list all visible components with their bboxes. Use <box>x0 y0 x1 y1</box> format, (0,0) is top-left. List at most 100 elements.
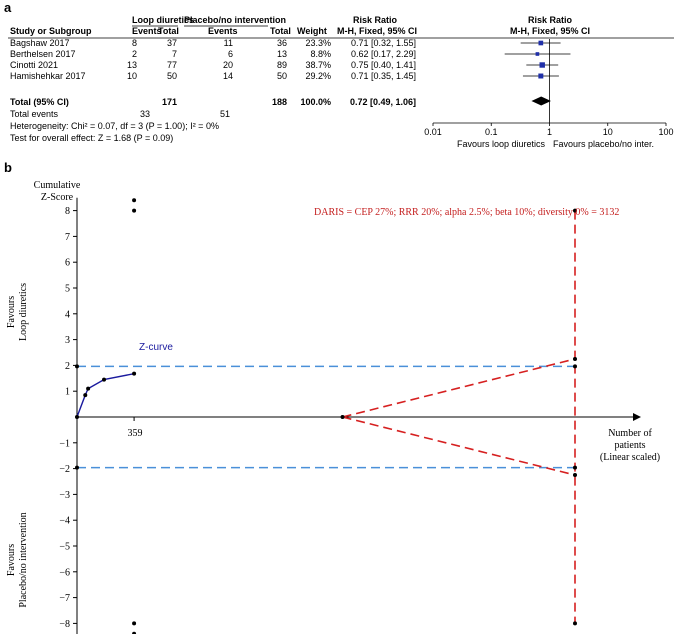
ylabel-zscore: Z-Score <box>41 192 74 203</box>
xlabel-line1: Number of <box>608 428 652 439</box>
study-ci: 0.71 [0.32, 1.55] <box>351 38 416 48</box>
tsa-y-tick-label: 5 <box>65 284 70 295</box>
study-point-marker <box>538 40 544 46</box>
total-row-total1: 171 <box>162 97 177 107</box>
total-events1: 33 <box>140 109 150 119</box>
study-name: Cinotti 2021 <box>10 60 58 70</box>
tsa-x-axis-arrow <box>633 413 641 421</box>
total-events-label: Total events <box>10 109 59 119</box>
study-ci: 0.75 [0.40, 1.41] <box>351 60 416 70</box>
z-curve-point <box>132 371 137 376</box>
method-plot-header: M-H, Fixed, 95% CI <box>510 26 590 36</box>
monitoring-boundary-line <box>342 416 576 476</box>
study-name: Hamishehkar 2017 <box>10 71 86 81</box>
tsa-y-tick-label: 8 <box>65 206 70 217</box>
heterogeneity-text: Heterogeneity: Chi² = 0.07, df = 3 (P = … <box>10 121 219 131</box>
tsa-y-tick-label: 2 <box>65 361 70 372</box>
panel-b-letter: b <box>4 160 12 175</box>
study-total2: 89 <box>277 60 287 70</box>
xlabel-line3: (Linear scaled) <box>600 452 660 463</box>
group1-header: Loop diuretics <box>132 15 194 25</box>
study-events1: 13 <box>127 60 137 70</box>
favours-lower-line2: Placebo/no intervention <box>18 512 29 607</box>
z-curve-point <box>75 415 79 419</box>
forest-x-tick-label: 0.01 <box>424 127 442 137</box>
forest-x-tick-label: 10 <box>603 127 613 137</box>
favours-left-label: Favours loop diuretics <box>457 139 546 149</box>
study-point-marker <box>539 62 545 68</box>
monitoring-boundary-line <box>342 358 576 418</box>
total-row-weight: 100.0% <box>300 97 331 107</box>
group2-header: Placebo/no intervention <box>184 15 286 25</box>
xlabel-line2: patients <box>614 440 645 451</box>
forest-x-tick-label: 0.1 <box>485 127 498 137</box>
z-curve-point <box>83 393 88 398</box>
tsa-y-tick-label: 3 <box>65 335 70 346</box>
study-events1: 8 <box>132 38 137 48</box>
study-ci: 0.62 [0.17, 2.29] <box>351 49 416 59</box>
study-events2: 11 <box>224 38 233 48</box>
overall-effect-text: Test for overall effect: Z = 1.68 (P = 0… <box>10 133 173 143</box>
study-total2: 36 <box>277 38 287 48</box>
events2-header: Events <box>208 26 238 36</box>
study-header: Study or Subgroup <box>10 26 92 36</box>
z-curve-point <box>86 386 91 391</box>
ris-marker <box>573 621 577 626</box>
study-events2: 14 <box>223 71 233 81</box>
study-events2: 20 <box>223 60 233 70</box>
futility-marker <box>132 631 137 634</box>
tsa-plot-area: 8 7 6 5 4 3 2 1 −1 −2 −3 −4 −5 −6 −7 −8 <box>59 197 641 634</box>
rr-plot-header: Risk Ratio <box>528 15 573 25</box>
study-total1: 50 <box>167 71 177 81</box>
study-point-marker <box>538 73 544 79</box>
forest-plot-panel: a Loop diuretics Placebo/no intervention… <box>4 0 674 149</box>
favours-right-label: Favours placebo/no inter. <box>553 139 654 149</box>
study-weight: 29.2% <box>305 71 331 81</box>
tsa-y-tick-label: −4 <box>59 516 70 527</box>
study-weight: 8.8% <box>310 49 331 59</box>
method-text-header: M-H, Fixed, 95% CI <box>337 26 417 36</box>
forest-x-tick-label: 1 <box>547 127 552 137</box>
total1-header: Total <box>158 26 179 36</box>
ris-marker <box>573 364 577 369</box>
zcurve-label: Z-curve <box>139 342 173 353</box>
study-name: Bagshaw 2017 <box>10 38 70 48</box>
weight-header: Weight <box>297 26 327 36</box>
study-ci: 0.71 [0.35, 1.45] <box>351 71 416 81</box>
boundary-start-marker <box>75 364 79 369</box>
tsa-y-tick-label: 7 <box>65 232 70 243</box>
study-events2: 6 <box>228 49 233 59</box>
pooled-diamond <box>531 96 551 106</box>
study-total2: 13 <box>277 49 287 59</box>
futility-marker <box>132 198 137 203</box>
favours-upper-line1: Favours <box>6 296 17 328</box>
study-total1: 77 <box>167 60 177 70</box>
study-total1: 37 <box>167 38 177 48</box>
tsa-y-tick-label: −1 <box>59 438 70 449</box>
total-row-label: Total (95% CI) <box>10 97 69 107</box>
tsa-y-tick-label: −5 <box>59 542 70 553</box>
ris-marker <box>573 473 577 478</box>
tsa-y-tick-label: −2 <box>59 464 70 475</box>
forest-x-tick-label: 100 <box>658 127 673 137</box>
events1-header: Events <box>132 26 162 36</box>
study-total2: 50 <box>277 71 287 81</box>
panel-a-letter: a <box>4 0 12 15</box>
favours-lower-line1: Favours <box>6 544 17 576</box>
boundary-start-marker <box>75 465 79 470</box>
total-events2: 51 <box>220 109 230 119</box>
tick-label-359: 359 <box>128 428 143 439</box>
study-weight: 38.7% <box>305 60 331 70</box>
study-weight: 23.3% <box>305 38 331 48</box>
study-point-marker <box>535 52 540 56</box>
ris-marker <box>573 465 577 470</box>
tsa-y-tick-label: 1 <box>65 387 70 398</box>
tsa-y-tick-label: 4 <box>65 309 70 320</box>
favours-upper-line2: Loop diuretics <box>18 283 29 341</box>
total-row-total2: 188 <box>272 97 287 107</box>
total-row-ci: 0.72 [0.49, 1.06] <box>350 97 416 107</box>
z-curve-point <box>102 377 107 382</box>
tsa-y-tick-label: 6 <box>65 258 70 269</box>
study-events1: 2 <box>132 49 137 59</box>
